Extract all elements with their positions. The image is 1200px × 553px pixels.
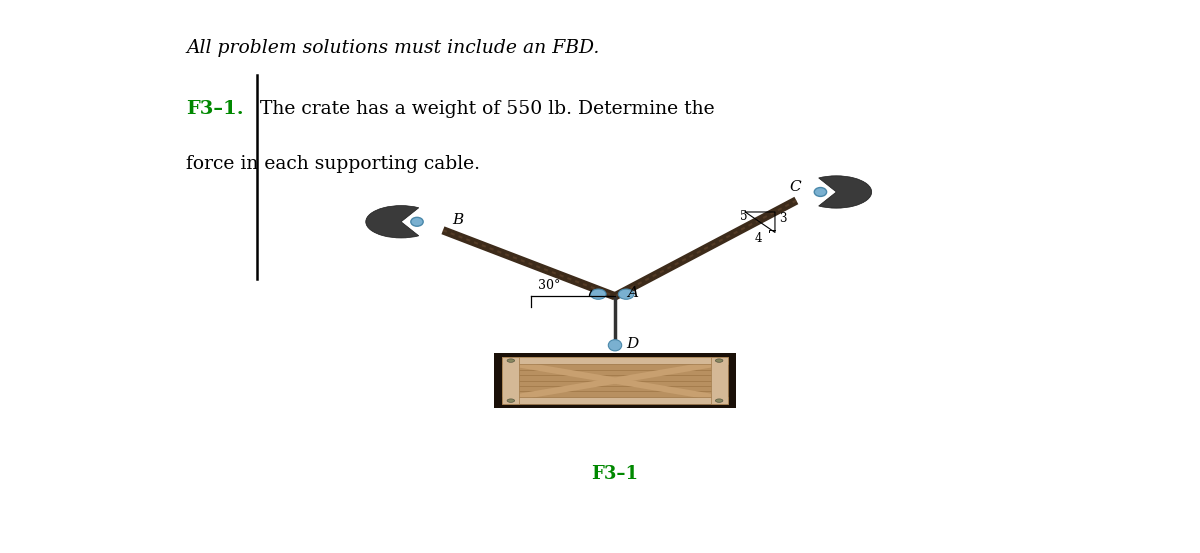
Polygon shape: [520, 364, 710, 397]
Polygon shape: [503, 357, 727, 364]
Text: force in each supporting cable.: force in each supporting cable.: [186, 155, 480, 173]
Ellipse shape: [815, 187, 827, 196]
Text: A: A: [628, 286, 638, 300]
Ellipse shape: [618, 289, 634, 299]
Wedge shape: [818, 176, 871, 208]
Text: D: D: [626, 337, 638, 351]
Ellipse shape: [410, 217, 424, 226]
Polygon shape: [503, 357, 520, 404]
Text: B: B: [452, 213, 463, 227]
Text: F3–1: F3–1: [592, 466, 638, 483]
Polygon shape: [710, 357, 727, 404]
Polygon shape: [503, 397, 727, 404]
Text: 5: 5: [739, 210, 748, 223]
Ellipse shape: [608, 340, 622, 351]
Polygon shape: [494, 353, 736, 408]
Ellipse shape: [590, 289, 606, 299]
Text: 3: 3: [779, 212, 786, 225]
Circle shape: [715, 359, 722, 362]
Text: 4: 4: [755, 232, 762, 245]
Text: The crate has a weight of 550 lb. Determine the: The crate has a weight of 550 lb. Determ…: [260, 100, 715, 118]
Circle shape: [508, 359, 515, 362]
Text: All problem solutions must include an FBD.: All problem solutions must include an FB…: [186, 39, 599, 57]
Polygon shape: [503, 357, 727, 404]
Text: F3–1.: F3–1.: [186, 100, 244, 118]
Wedge shape: [366, 206, 419, 238]
Text: C: C: [788, 180, 800, 194]
Text: 30°: 30°: [538, 279, 560, 291]
Circle shape: [715, 399, 722, 403]
Circle shape: [508, 399, 515, 403]
